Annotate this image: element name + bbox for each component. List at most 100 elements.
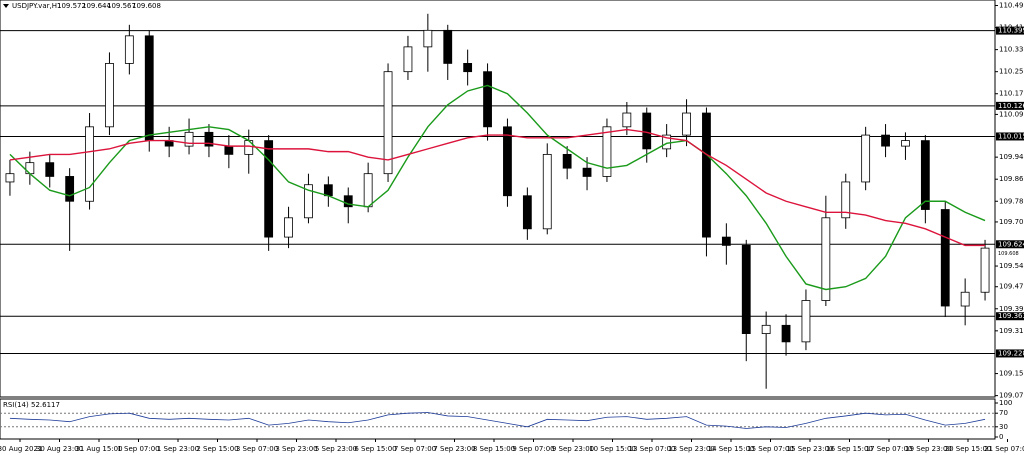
x-tick-label: 14 Sep 15:00: [708, 445, 755, 453]
rsi-line: [9, 412, 986, 429]
candle-body: [821, 217, 831, 301]
y-tick-label: 109.390: [999, 305, 1024, 313]
candle-body: [443, 29, 453, 64]
candle-body: [204, 131, 214, 147]
candle-body: [343, 195, 353, 208]
y-tick-label: 110.330: [999, 46, 1024, 54]
candle-body: [761, 324, 771, 334]
x-tick-label: 16 Sep 15:00: [826, 445, 873, 453]
level-label-bg: [996, 132, 1024, 141]
candle-body: [602, 126, 612, 177]
candle-body: [25, 162, 35, 175]
candle-body: [403, 46, 413, 73]
x-tick-label: 7 Sep 23:00: [433, 445, 475, 453]
candle-body: [85, 126, 94, 202]
candle-body: [522, 195, 532, 230]
level-label-bg: [996, 312, 1024, 321]
level-label: 110.399: [998, 27, 1024, 35]
candle-body: [940, 209, 950, 307]
moving-average: [9, 128, 986, 247]
x-tick-label: 9 Sep 23:00: [552, 445, 594, 453]
x-tick-label: 3 Sep 07:00: [236, 445, 278, 453]
x-tick-label: 15 Sep 07:00: [747, 445, 794, 453]
level-label-bg: [996, 349, 1024, 358]
candle-body: [622, 112, 632, 128]
x-tick-label: 8 Sep 15:00: [473, 445, 515, 453]
y-tick-label: 109.470: [999, 283, 1024, 291]
y-tick-label: 110.170: [999, 90, 1024, 98]
candle-body: [65, 176, 75, 202]
candle-body: [980, 247, 990, 293]
x-tick-label: 30 Aug 2021: [0, 445, 42, 453]
level-label-bg: [996, 240, 1024, 249]
candle-body: [363, 173, 373, 208]
level-label: 109.624: [998, 240, 1024, 248]
candle-body: [920, 140, 930, 210]
candle-body: [284, 217, 293, 238]
rsi-tick-label: 0: [999, 433, 1003, 441]
header-high: 109.644: [82, 2, 111, 10]
level-label: 110.126: [998, 102, 1024, 110]
header-low: 109.567: [107, 2, 136, 10]
candle-body: [383, 71, 393, 175]
y-tick-label: 109.705: [999, 218, 1024, 226]
candle-body: [323, 184, 333, 197]
x-tick-label: 3 Sep 23:00: [275, 445, 317, 453]
candle-body: [841, 181, 851, 219]
y-tick-label: 110.490: [999, 2, 1024, 10]
x-tick-label: 20 Sep 15:00: [945, 445, 992, 453]
rsi-current: 52.6117: [31, 401, 60, 409]
candle-body: [662, 134, 672, 150]
candle-body: [642, 112, 652, 150]
candle-body: [105, 63, 114, 128]
x-tick-label: 7 Sep 07:00: [394, 445, 436, 453]
candle-body: [881, 134, 890, 147]
x-tick-label: 2 Sep 15:00: [196, 445, 238, 453]
candle-body: [124, 35, 134, 64]
y-tick-label: 109.155: [999, 370, 1024, 378]
candle-body: [582, 167, 592, 177]
symbol: USDJPY.var,H1: [12, 2, 61, 10]
candle-body: [861, 134, 871, 183]
x-tick-label: 9 Sep 07:00: [512, 445, 554, 453]
x-tick-label: 19 Sep 23:00: [905, 445, 952, 453]
level-label: 109.363: [998, 312, 1024, 320]
rsi-pane: [0, 398, 996, 440]
candle-body: [702, 112, 711, 238]
rsi-title: RSI(14): [3, 401, 29, 409]
candle-body: [224, 145, 234, 155]
candle-body: [542, 153, 552, 230]
y-tick-label: 110.250: [999, 68, 1024, 76]
level-label-bg: [996, 26, 1024, 35]
candle-body: [304, 184, 313, 219]
candle-body: [721, 236, 731, 246]
level-label: 109.228: [998, 349, 1024, 357]
candle-body: [184, 131, 194, 147]
candle-body: [483, 71, 492, 128]
x-tick-label: 21 Sep 07:00: [984, 445, 1024, 453]
moving-average: [9, 84, 986, 291]
candle-body: [5, 173, 15, 183]
candle-body: [901, 140, 910, 147]
bid-label: 109.608: [998, 251, 1019, 257]
y-tick-label: 109.860: [999, 175, 1024, 183]
main-pane: [0, 0, 996, 398]
header-open: 109.572: [57, 2, 86, 10]
candle-body: [801, 300, 811, 343]
candle-body: [264, 140, 274, 238]
candle-body: [562, 153, 572, 169]
y-tick-label: 109.780: [999, 197, 1024, 205]
candle-body: [503, 126, 512, 197]
x-tick-label: 1 Sep 23:00: [157, 445, 199, 453]
rsi-tick-label: 70: [999, 409, 1008, 417]
header-close: 109.608: [132, 2, 161, 10]
y-tick-label: 109.310: [999, 327, 1024, 335]
y-tick-label: 110.095: [999, 110, 1024, 118]
candle-body: [423, 29, 433, 48]
x-tick-label: 6 Sep 15:00: [354, 445, 396, 453]
candle-body: [741, 244, 751, 334]
y-tick-label: 109.940: [999, 153, 1024, 161]
candle-body: [960, 291, 970, 307]
